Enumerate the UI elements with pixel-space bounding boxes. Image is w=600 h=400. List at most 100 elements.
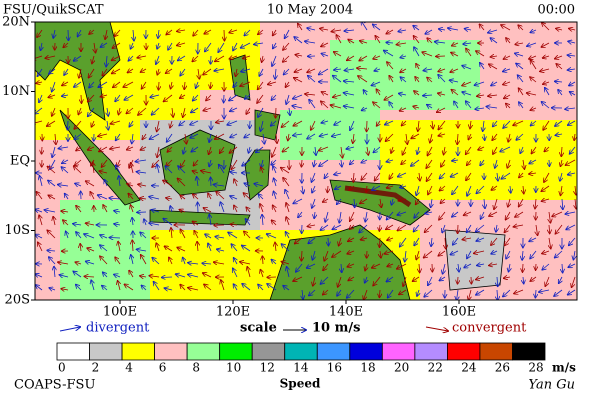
- wind-vector: [80, 244, 81, 252]
- wind-vector: [363, 90, 367, 96]
- wind-vector: [321, 92, 329, 95]
- wind-vector: [227, 120, 238, 125]
- wind-vector: [99, 171, 108, 173]
- wind-vector: [514, 289, 524, 294]
- wind-vector: [295, 55, 303, 56]
- wind-vector: [124, 284, 134, 291]
- wind-vector: [103, 272, 108, 278]
- wind-vector: [399, 289, 407, 295]
- wind-vector: [495, 159, 497, 168]
- wind-vector: [241, 69, 251, 72]
- wind-vector: [380, 198, 381, 207]
- wind-vector: [140, 276, 147, 277]
- wind-vector: [398, 172, 407, 177]
- wind-vector: [289, 107, 290, 115]
- wind-vector: [506, 250, 511, 259]
- wind-vector: [360, 198, 368, 203]
- wind-vector: [293, 120, 303, 126]
- wind-vector: [141, 285, 147, 291]
- wind-vector: [89, 30, 95, 34]
- wind-vector: [347, 55, 355, 60]
- wind-vector: [79, 68, 81, 78]
- wind-vector: [387, 211, 394, 220]
- colorbar-tick: 4: [125, 361, 133, 375]
- wind-vector: [444, 146, 445, 155]
- wind-vector: [221, 280, 225, 291]
- wind-vector: [260, 204, 263, 213]
- wind-vector: [123, 81, 134, 87]
- wind-vector: [246, 107, 250, 114]
- wind-vector: [157, 146, 159, 157]
- wind-vector: [484, 198, 485, 208]
- wind-vector: [115, 257, 121, 265]
- wind-vector: [476, 185, 485, 193]
- wind-vector: [52, 107, 55, 116]
- wind-vector: [388, 289, 394, 298]
- wind-vector: [562, 263, 563, 273]
- wind-vector: [292, 106, 303, 108]
- wind-vector: [188, 274, 199, 277]
- wind-vector: [510, 185, 511, 193]
- wind-vector: [438, 69, 446, 71]
- wind-vector: [285, 232, 289, 239]
- wind-vector: [529, 238, 537, 241]
- wind-vector: [116, 133, 121, 140]
- wind-vector: [503, 82, 511, 85]
- wind-vector: [375, 36, 381, 44]
- wind-vector: [55, 133, 56, 144]
- wind-vector: [140, 232, 147, 239]
- wind-vector: [530, 276, 537, 281]
- wind-vector: [75, 262, 82, 264]
- wind-vector: [344, 106, 355, 108]
- wind-vector: [233, 81, 237, 87]
- wind-vector: [94, 42, 96, 53]
- wind-vector: [58, 262, 69, 264]
- colorbar-swatch: [154, 342, 188, 361]
- wind-vector: [74, 120, 82, 129]
- wind-vector: [366, 185, 367, 192]
- wind-vector: [332, 224, 342, 229]
- colorbar-swatch: [479, 342, 513, 361]
- wind-vector: [149, 276, 160, 277]
- wind-vector: [324, 250, 329, 261]
- wind-vector: [574, 133, 575, 140]
- wind-vector: [344, 81, 355, 82]
- wind-vector: [47, 167, 56, 174]
- divergent-label: divergent: [86, 321, 150, 336]
- wind-vector: [76, 147, 82, 151]
- wind-vector: [425, 212, 433, 214]
- divergent-arrow: [59, 327, 80, 332]
- wind-vector: [569, 237, 576, 245]
- wind-vector: [350, 159, 355, 164]
- wind-vector: [93, 162, 94, 174]
- wind-vector: [417, 146, 419, 154]
- wind-vector: [515, 53, 524, 56]
- lat-label: EQ: [10, 154, 30, 169]
- wind-vector: [491, 251, 498, 254]
- wind-vector: [48, 95, 56, 97]
- wind-vector: [555, 81, 563, 82]
- wind-vector: [149, 223, 160, 225]
- wind-vector: [560, 185, 562, 195]
- wind-vector: [358, 76, 368, 83]
- wind-vector: [216, 121, 225, 122]
- wind-vector: [203, 208, 212, 213]
- wind-vector: [214, 185, 225, 186]
- wind-vector: [359, 55, 368, 61]
- institution: COAPS-FSU: [14, 378, 95, 393]
- lon-label: 120E: [216, 305, 250, 320]
- wind-vector: [462, 81, 472, 86]
- wind-vector: [500, 146, 511, 152]
- wind-vector: [169, 257, 172, 265]
- wind-vector: [149, 197, 160, 199]
- wind-vector: [36, 285, 43, 291]
- wind-vector: [271, 120, 277, 126]
- wind-vector: [385, 120, 394, 125]
- wind-vector: [191, 146, 199, 152]
- wind-vector: [463, 43, 472, 44]
- scale-value: 10 m/s: [312, 321, 360, 336]
- wind-vector: [554, 289, 563, 296]
- wind-vector: [467, 224, 472, 232]
- wind-vector: [440, 198, 446, 203]
- wind-vector: [267, 234, 277, 239]
